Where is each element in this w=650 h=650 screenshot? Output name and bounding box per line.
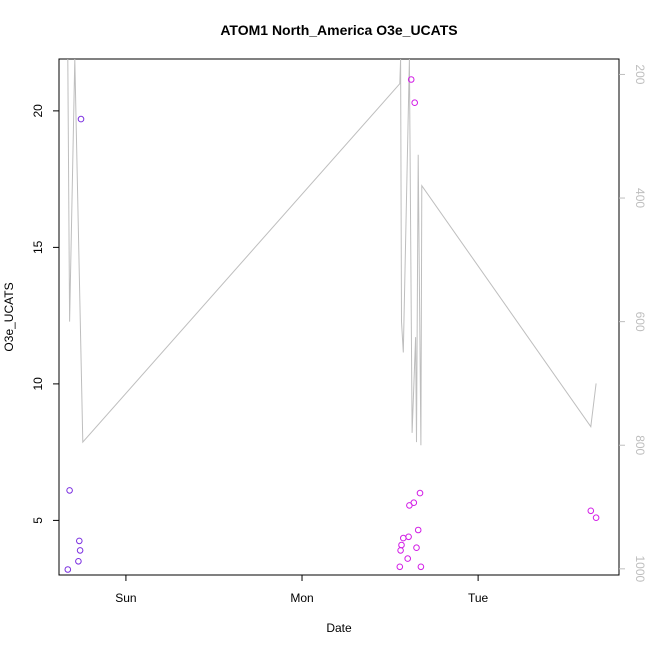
y2-tick-label: 400 (633, 188, 647, 208)
plot-frame (58, 58, 620, 576)
data-point (76, 547, 84, 554)
data-point (417, 563, 425, 571)
data-point (410, 499, 418, 507)
data-point (66, 487, 73, 494)
data-point (400, 534, 407, 542)
y2-tick-label: 800 (633, 435, 647, 455)
data-point (414, 526, 422, 534)
y-axis: 5 10 15 20 (31, 104, 59, 524)
x-axis-label: Date (326, 621, 352, 635)
data-point (396, 563, 404, 571)
y2-tick-label: 200 (633, 64, 647, 84)
y-axis-label: O3e_UCATS (2, 282, 16, 351)
y-tick-label: 15 (31, 240, 45, 254)
data-point (592, 514, 600, 522)
data-point (405, 533, 412, 541)
data-point (398, 541, 405, 549)
y-tick-label: 5 (31, 517, 45, 524)
y2-tick-label: 1000 (633, 555, 647, 582)
data-point (407, 76, 415, 83)
x-tick-label: Sun (115, 591, 136, 605)
data-point (75, 558, 82, 565)
y2-tick-label: 600 (633, 312, 647, 332)
x-axis: Sun Mon Tue (115, 575, 489, 605)
y2-axis: 200 400 600 800 1000 (619, 64, 647, 582)
data-point (416, 489, 424, 497)
points-group (64, 76, 600, 573)
data-point (413, 544, 420, 552)
y-tick-label: 20 (31, 104, 45, 118)
x-tick-label: Mon (290, 591, 313, 605)
data-point (404, 555, 412, 562)
data-point (76, 537, 83, 545)
pressure-line (67, 59, 597, 446)
chart-title: ATOM1 North_America O3e_UCATS (220, 22, 457, 38)
data-point (77, 115, 85, 123)
data-point (397, 547, 404, 554)
y-tick-label: 10 (31, 377, 45, 391)
data-point (587, 507, 595, 515)
data-point (411, 99, 419, 106)
x-tick-label: Tue (468, 591, 489, 605)
data-point (64, 566, 72, 573)
pressure-line-group (67, 59, 597, 446)
